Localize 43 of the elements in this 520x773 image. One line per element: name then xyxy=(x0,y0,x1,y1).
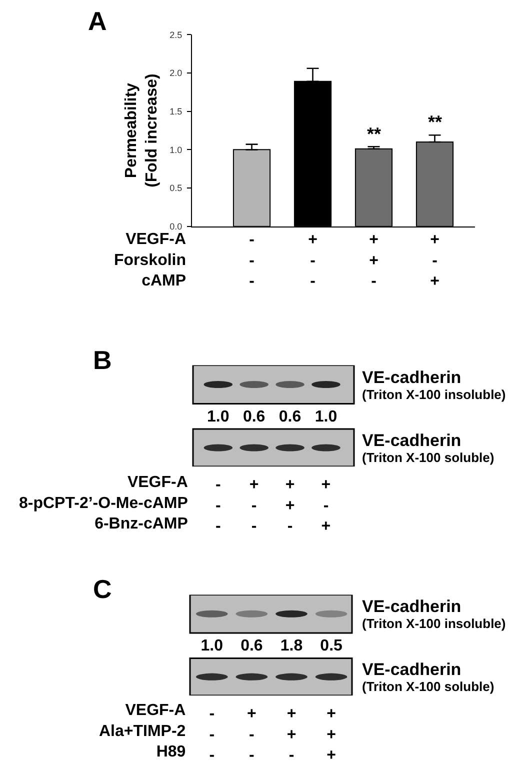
y-tick-label: 0.0 xyxy=(170,222,182,232)
x-tick-label: + + - xyxy=(369,232,378,290)
category-label: + - - xyxy=(249,476,259,536)
y-tick-label: 2.5 xyxy=(170,30,182,40)
text: (Triton X-100 insoluble) xyxy=(362,387,506,402)
data-label: 0.5 xyxy=(320,638,343,655)
text: VEGF-A 8-pCPT-2’-O-Me-cAMP 6-Bnz-cAMP xyxy=(19,474,188,533)
text: VEGF-A Ala+TIMP-2 H89 xyxy=(99,702,186,761)
category-label: + + - xyxy=(286,705,296,764)
text: VE-cadherin xyxy=(362,660,462,679)
chart-title: A xyxy=(88,6,107,36)
category-label: - - - xyxy=(215,476,221,536)
x-axis-title: VEGF-A Forskolin cAMP xyxy=(114,231,186,290)
data-label: 1.0 xyxy=(200,638,224,655)
category-label: + + + xyxy=(326,705,336,764)
y-tick-label: 2.0 xyxy=(170,68,182,78)
category-label: + + - xyxy=(285,476,295,536)
data-label: 1.0 xyxy=(314,408,338,426)
data-label: 0.6 xyxy=(242,408,266,426)
text: (Triton X-100 soluble) xyxy=(362,450,494,465)
data-label: 1.0 xyxy=(207,408,230,426)
data-label: 1.8 xyxy=(280,638,303,655)
text: VE-cadherin xyxy=(362,431,462,450)
x-tick-label: + - - xyxy=(308,232,318,290)
y-tick-label: 1.5 xyxy=(170,106,182,116)
annotation: ** xyxy=(428,112,442,132)
text: (Triton X-100 insoluble) xyxy=(362,616,506,631)
y-axis-title: Permeability (Fold increase) xyxy=(122,74,161,188)
category-label: + - - xyxy=(247,705,256,764)
text: (Triton X-100 soluble) xyxy=(362,679,494,694)
annotation: ** xyxy=(367,124,382,144)
text: VE-cadherin xyxy=(362,597,462,616)
x-tick-label: + - + xyxy=(430,232,440,290)
x-tick-label: - - - xyxy=(249,232,254,290)
data-label: 0.6 xyxy=(278,408,302,426)
text: VE-cadherin xyxy=(362,368,462,387)
y-tick-label: 1.0 xyxy=(170,144,182,155)
category-label: - - - xyxy=(209,705,215,764)
data-label: 0.6 xyxy=(240,638,263,655)
category-label: + - + xyxy=(321,476,331,536)
text: B xyxy=(93,345,112,375)
y-tick-label: 0.5 xyxy=(170,183,182,194)
text: C xyxy=(93,574,112,604)
